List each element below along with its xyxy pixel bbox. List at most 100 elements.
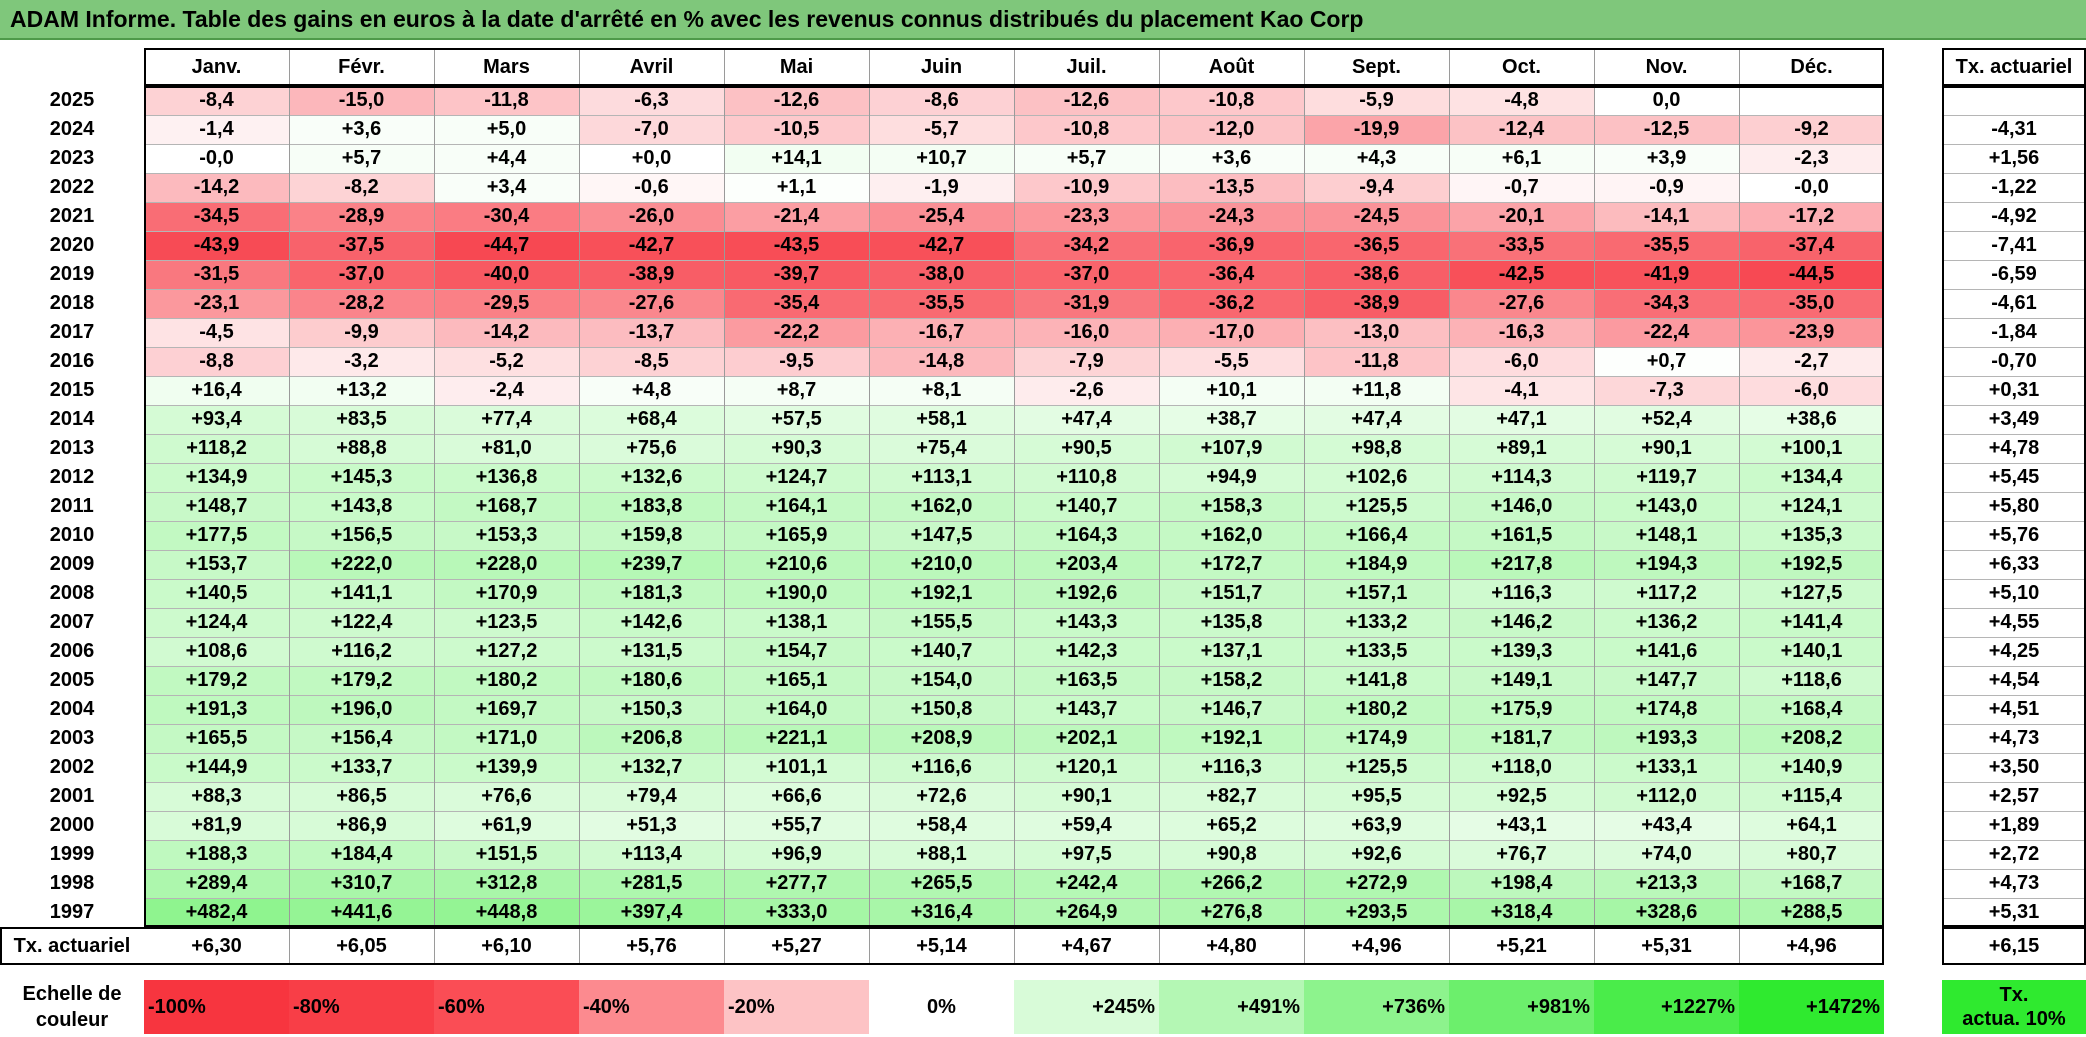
year-label: 2023 [49, 147, 95, 169]
heatmap-cell: +191,3 [144, 695, 289, 724]
heatmap-cell: -14,8 [869, 347, 1014, 376]
scale-swatch: -80% [289, 980, 434, 1034]
heatmap-cell: +76,6 [434, 782, 579, 811]
heatmap-cell: +208,2 [1739, 724, 1884, 753]
heatmap-cell: +72,6 [869, 782, 1014, 811]
title-bar: ADAM Informe. Table des gains en euros à… [0, 0, 2086, 40]
heatmap-cell: +127,2 [434, 637, 579, 666]
heatmap-cell: +116,3 [1449, 579, 1594, 608]
heatmap-cell: +0,7 [1594, 347, 1739, 376]
heatmap-cell: +164,0 [724, 695, 869, 724]
heatmap-cell: +142,3 [1014, 637, 1159, 666]
heatmap-cell: +266,2 [1159, 869, 1304, 898]
annual-rate-cell [1942, 86, 2086, 115]
annual-rate-cell: +2,72 [1942, 840, 2086, 869]
heatmap-cell: +162,0 [1159, 521, 1304, 550]
heatmap-cell: +88,3 [144, 782, 289, 811]
heatmap-cell: +5,7 [289, 144, 434, 173]
footer-rate-cell: +4,96 [1739, 927, 1884, 965]
heatmap-cell: +5,0 [434, 115, 579, 144]
heatmap-cell: +277,7 [724, 869, 869, 898]
annual-rate-cell: +1,56 [1942, 144, 2086, 173]
annual-rate-cell: -4,92 [1942, 202, 2086, 231]
row-separator [1942, 434, 2086, 435]
heatmap-cell: +151,5 [434, 840, 579, 869]
heatmap-cell: -6,3 [579, 86, 724, 115]
scale-label: Echelle de couleur [0, 980, 144, 1034]
heatmap-cell: -36,4 [1159, 260, 1304, 289]
year-label: 1998 [49, 872, 95, 894]
heatmap-cell: +1,1 [724, 173, 869, 202]
footer-rate-cell: +5,31 [1594, 927, 1739, 965]
heatmap-cell: +281,5 [579, 869, 724, 898]
heatmap-cell: +242,4 [1014, 869, 1159, 898]
heatmap-cell: +482,4 [144, 898, 289, 927]
heatmap-cell: +179,2 [289, 666, 434, 695]
year-label: 2021 [49, 205, 95, 227]
heatmap-cell: -13,0 [1304, 318, 1449, 347]
heatmap-cell: +136,8 [434, 463, 579, 492]
row-separator [1942, 521, 2086, 522]
heatmap-cell: +6,1 [1449, 144, 1594, 173]
heatmap-cell: +179,2 [144, 666, 289, 695]
month-header: Août [1208, 55, 1255, 78]
row-separator [1942, 579, 2086, 580]
heatmap-cell: -7,3 [1594, 376, 1739, 405]
heatmap-cell: +82,7 [1159, 782, 1304, 811]
heatmap-cell: -20,1 [1449, 202, 1594, 231]
heatmap-cell: +55,7 [724, 811, 869, 840]
heatmap-cell: +57,5 [724, 405, 869, 434]
year-label: 2013 [49, 437, 95, 459]
heatmap-cell: +397,4 [579, 898, 724, 927]
heatmap-cell: +11,8 [1304, 376, 1449, 405]
heatmap-cell: -34,5 [144, 202, 289, 231]
scale-swatch: +1227% [1594, 980, 1739, 1034]
row-separator [1942, 608, 2086, 609]
heatmap-cell: +115,4 [1739, 782, 1884, 811]
year-label: 2000 [49, 814, 95, 836]
heatmap-cell: +208,9 [869, 724, 1014, 753]
heatmap-cell: +112,0 [1594, 782, 1739, 811]
annual-header: Tx. actuariel [1955, 55, 2073, 78]
heatmap-cell: +168,4 [1739, 695, 1884, 724]
heatmap-cell: -5,2 [434, 347, 579, 376]
heatmap-cell: +183,8 [579, 492, 724, 521]
heatmap-cell: +116,6 [869, 753, 1014, 782]
annual-rate-cell: -1,84 [1942, 318, 2086, 347]
heatmap-cell: +228,0 [434, 550, 579, 579]
heatmap-cell: +333,0 [724, 898, 869, 927]
heatmap-cell: -16,3 [1449, 318, 1594, 347]
annual-rate-cell: +4,51 [1942, 695, 2086, 724]
heatmap-cell: -10,9 [1014, 173, 1159, 202]
heatmap-cell: +4,4 [434, 144, 579, 173]
footer-rate-cell: +4,96 [1304, 927, 1449, 965]
heatmap-cell: -31,9 [1014, 289, 1159, 318]
heatmap-cell: +134,4 [1739, 463, 1884, 492]
heatmap-cell: +206,8 [579, 724, 724, 753]
heatmap-cell: +143,8 [289, 492, 434, 521]
column-separator [289, 48, 290, 965]
month-header: Janv. [191, 55, 242, 78]
heatmap-cell: -36,2 [1159, 289, 1304, 318]
scale-swatch: -20% [724, 980, 869, 1034]
heatmap-cell: +172,7 [1159, 550, 1304, 579]
heatmap-cell: +159,8 [579, 521, 724, 550]
annual-rate-cell: +5,31 [1942, 898, 2086, 927]
heatmap-cell: +170,9 [434, 579, 579, 608]
heatmap-cell: +198,4 [1449, 869, 1594, 898]
heatmap-cell: +127,5 [1739, 579, 1884, 608]
heatmap-cell: +133,1 [1594, 753, 1739, 782]
column-separator [579, 48, 580, 965]
heatmap-cell: -1,9 [869, 173, 1014, 202]
heatmap-cell: +161,5 [1449, 521, 1594, 550]
heatmap-cell: -23,9 [1739, 318, 1884, 347]
scale-swatch: +245% [1014, 980, 1159, 1034]
heatmap-cell: +3,4 [434, 173, 579, 202]
year-label: 2003 [49, 727, 95, 749]
heatmap-cell: -36,9 [1159, 231, 1304, 260]
heatmap-cell: -12,5 [1594, 115, 1739, 144]
heatmap-cell: +190,0 [724, 579, 869, 608]
heatmap-cell: +192,1 [869, 579, 1014, 608]
heatmap-cell: +168,7 [1739, 869, 1884, 898]
